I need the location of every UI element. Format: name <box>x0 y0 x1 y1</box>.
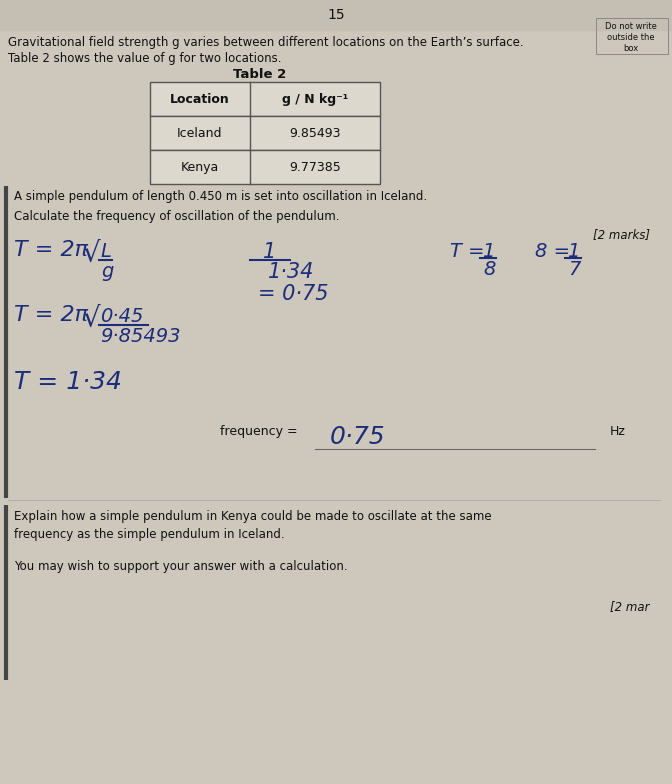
Text: Table 2 shows the value of g for two locations.: Table 2 shows the value of g for two loc… <box>8 52 282 65</box>
Text: Do not write: Do not write <box>605 22 657 31</box>
Text: Location: Location <box>170 93 230 106</box>
Text: T = 2π: T = 2π <box>14 240 88 260</box>
Text: 1: 1 <box>566 242 579 261</box>
Text: [2 marks]: [2 marks] <box>593 228 650 241</box>
Text: 0·45: 0·45 <box>100 307 143 326</box>
Text: 9·85493: 9·85493 <box>100 327 181 346</box>
Text: [2 mar: [2 mar <box>610 600 650 613</box>
Text: Table 2: Table 2 <box>233 68 287 81</box>
Text: 8 =: 8 = <box>535 242 570 261</box>
Text: Kenya: Kenya <box>181 161 219 173</box>
Bar <box>150 82 380 116</box>
Text: √: √ <box>82 240 99 268</box>
Text: Gravitational field strength g varies between different locations on the Earth’s: Gravitational field strength g varies be… <box>8 36 523 49</box>
Bar <box>0 0 672 30</box>
Text: Iceland: Iceland <box>177 126 222 140</box>
Bar <box>596 18 668 54</box>
Text: outside the: outside the <box>607 33 655 42</box>
Text: g: g <box>101 262 114 281</box>
Text: 7: 7 <box>568 260 581 279</box>
Text: g / N kg⁻¹: g / N kg⁻¹ <box>282 93 348 106</box>
Text: = 0·75: = 0·75 <box>258 284 329 304</box>
Text: T =: T = <box>450 242 485 261</box>
Text: Calculate the frequency of oscillation of the pendulum.: Calculate the frequency of oscillation o… <box>14 210 339 223</box>
Bar <box>150 116 380 150</box>
Text: 9.77385: 9.77385 <box>289 161 341 173</box>
Text: 8: 8 <box>483 260 495 279</box>
Text: frequency as the simple pendulum in Iceland.: frequency as the simple pendulum in Icel… <box>14 528 285 541</box>
Text: L: L <box>100 242 111 261</box>
Text: 1: 1 <box>263 242 277 262</box>
Text: 15: 15 <box>327 8 345 22</box>
Text: √: √ <box>82 305 99 333</box>
Bar <box>150 150 380 184</box>
Text: T = 2π: T = 2π <box>14 305 88 325</box>
Text: T = 1·34: T = 1·34 <box>14 370 122 394</box>
Text: 0·75: 0·75 <box>330 425 386 449</box>
Text: box: box <box>624 44 638 53</box>
Text: 9.85493: 9.85493 <box>289 126 341 140</box>
Text: You may wish to support your answer with a calculation.: You may wish to support your answer with… <box>14 560 347 573</box>
Text: 1: 1 <box>482 242 494 261</box>
Text: frequency =: frequency = <box>220 425 298 438</box>
Text: A simple pendulum of length 0.450 m is set into oscillation in Iceland.: A simple pendulum of length 0.450 m is s… <box>14 190 427 203</box>
Text: Explain how a simple pendulum in Kenya could be made to oscillate at the same: Explain how a simple pendulum in Kenya c… <box>14 510 492 523</box>
Text: Hz: Hz <box>610 425 626 438</box>
Text: 1·34: 1·34 <box>268 262 314 282</box>
